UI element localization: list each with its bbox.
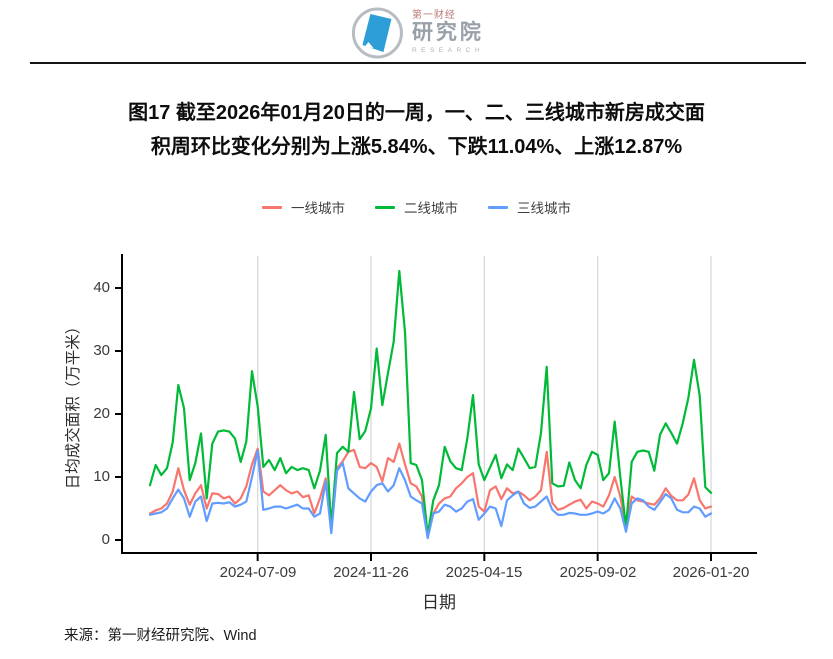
y-tick-label-20: 20 xyxy=(93,405,110,422)
yicai-research-logo: 第一财经 研究院 RESEARCH xyxy=(349,4,484,60)
chart-title-line1: 图17 截至2026年01月20日的一周，一、二、三线城市新房成交面 xyxy=(128,102,705,124)
legend-item-tier2: 二线城市 xyxy=(375,197,458,217)
brand-cn-small: 第一财经 xyxy=(411,9,456,21)
y-tick-label-10: 10 xyxy=(93,468,110,485)
legend-key-tier2-icon xyxy=(375,205,395,209)
y-tick-label-40: 40 xyxy=(93,279,110,296)
x-tick-label-1: 2024-07-09 xyxy=(219,564,297,581)
legend-label-tier1: 一线城市 xyxy=(291,201,345,216)
legend-label-tier3: 三线城市 xyxy=(517,201,571,216)
x-tick-label-3: 2025-04-15 xyxy=(445,564,523,581)
legend-label-tier2: 二线城市 xyxy=(404,201,458,216)
brand-en: RESEARCH xyxy=(411,46,485,54)
y-axis-title: 日均成交面积（万平米） xyxy=(65,318,82,490)
x-tick-label-4: 2025-09-02 xyxy=(559,564,637,581)
x-axis-title: 日期 xyxy=(422,593,456,612)
legend-key-tier3-icon xyxy=(488,205,508,209)
series-line-一线城市 xyxy=(148,442,713,539)
y-tick-label-0: 0 xyxy=(101,531,110,548)
legend-item-tier1: 一线城市 xyxy=(262,197,345,217)
legend-item-tier3: 三线城市 xyxy=(488,197,571,217)
source-note: 来源：第一财经研究院、Wind xyxy=(64,628,257,644)
brand-text: 第一财经 研究院 RESEARCH xyxy=(412,10,484,54)
logo-mark-icon xyxy=(351,7,403,59)
x-tick-label-5: 2026-01-20 xyxy=(672,564,750,581)
chart-title-line2: 积周环比变化分别为上涨5.84%、下跌11.04%、上涨12.87% xyxy=(150,136,683,158)
legend-key-tier1-icon xyxy=(262,205,282,209)
legend: 一线城市 二线城市 三线城市 xyxy=(0,197,833,217)
brand-cn-large: 研究院 xyxy=(411,21,484,45)
x-tick-label-2: 2024-11-26 xyxy=(333,564,409,581)
header-rule xyxy=(30,62,806,64)
chart-title: 图17 截至2026年01月20日的一周，一、二、三线城市新房成交面 积周环比变… xyxy=(0,96,833,164)
y-tick-label-30: 30 xyxy=(93,342,110,359)
series-line-二线城市 xyxy=(148,269,713,537)
series-line-三线城市 xyxy=(148,449,713,540)
